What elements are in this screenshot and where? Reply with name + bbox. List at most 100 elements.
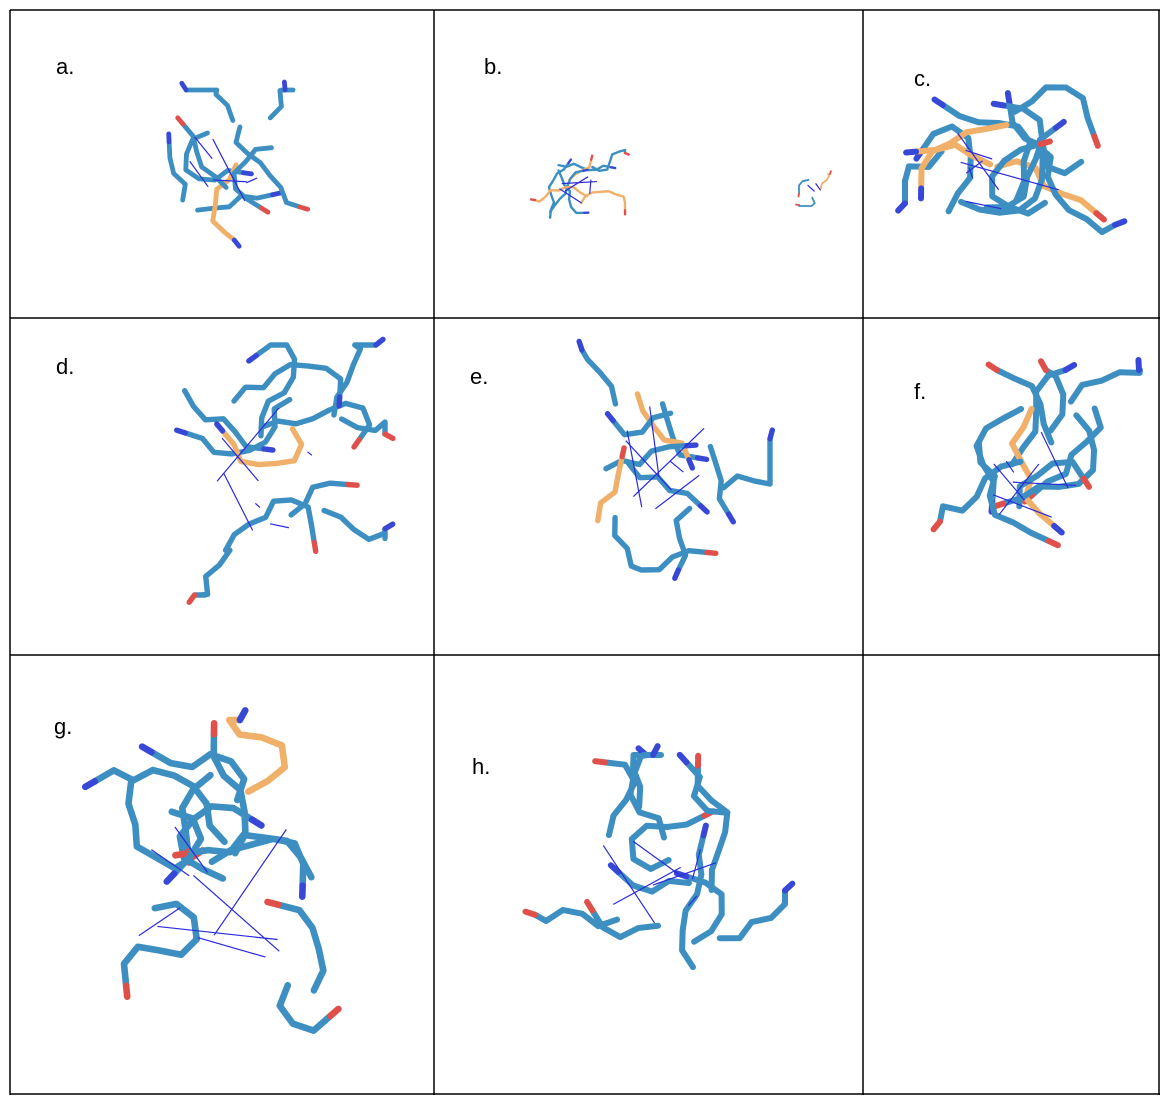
- atom-tip: [376, 339, 383, 345]
- atom-tip: [272, 193, 280, 195]
- molecule-stick: [581, 191, 625, 210]
- panel-label: h.: [472, 754, 490, 779]
- atom-tip: [531, 199, 535, 200]
- atom-tip: [653, 746, 658, 755]
- panel-label: a.: [56, 54, 74, 79]
- atom-tip: [622, 448, 624, 457]
- atom-tip: [770, 430, 772, 439]
- molecules: [85, 82, 1140, 1031]
- interaction-line: [246, 178, 257, 183]
- molecule-stick: [676, 508, 689, 570]
- atom-tip: [591, 156, 592, 160]
- molecule-stick: [724, 439, 770, 488]
- molecule-stick: [195, 550, 230, 595]
- interaction-line: [808, 185, 815, 191]
- atom-tip: [934, 522, 940, 530]
- atom-tip: [796, 204, 799, 205]
- molecule-stick: [710, 447, 728, 515]
- figure: a. b. c. d. e. f. g. h.: [0, 0, 1160, 1095]
- interaction-line: [307, 452, 311, 455]
- table-grid: [10, 10, 1160, 1095]
- atom-tip: [569, 160, 571, 163]
- atom-tip: [608, 414, 614, 421]
- atom-tip: [611, 167, 615, 168]
- panel-label: b.: [484, 54, 502, 79]
- atom-tip: [167, 874, 175, 882]
- panel-label: c.: [914, 66, 931, 91]
- atom-tip: [126, 986, 127, 997]
- molecule-stick: [720, 890, 785, 938]
- atom-tip: [1138, 360, 1139, 370]
- atom-tip: [785, 884, 792, 891]
- atom-tip: [1115, 221, 1124, 225]
- molecule-stick: [280, 985, 330, 1030]
- atom-tip: [217, 424, 223, 431]
- atom-tip: [1096, 213, 1104, 219]
- atom-tip: [264, 449, 273, 450]
- atom-tip: [234, 240, 239, 246]
- atom-tip: [729, 514, 734, 522]
- atom-tip: [1054, 526, 1062, 533]
- interaction-line: [224, 473, 253, 531]
- molecule-stick: [1071, 370, 1140, 402]
- atom-tip: [244, 173, 252, 174]
- atom-tip: [177, 430, 186, 433]
- panel-label: d.: [56, 354, 74, 379]
- atom-tip: [687, 445, 696, 446]
- atom-tip: [354, 440, 359, 447]
- atom-tip: [675, 570, 679, 578]
- atom-tip: [625, 153, 629, 155]
- atom-tip: [994, 104, 1004, 106]
- molecule-stick: [961, 128, 1056, 213]
- atom-tip: [680, 755, 687, 762]
- atom-tip: [348, 485, 357, 486]
- atom-tip: [701, 506, 708, 512]
- interaction-line: [603, 845, 654, 923]
- atom-tip: [906, 152, 916, 153]
- atom-tip: [1041, 361, 1046, 370]
- atom-tip: [830, 171, 831, 174]
- atom-tip: [1008, 93, 1010, 103]
- molecule-stick: [278, 905, 323, 991]
- interaction-line: [270, 524, 289, 528]
- atom-tip: [587, 902, 592, 911]
- interaction-line: [255, 503, 260, 507]
- atom-tip: [707, 552, 716, 553]
- atom-tip: [252, 820, 261, 826]
- atom-tip: [240, 710, 245, 720]
- atom-tip: [249, 356, 256, 361]
- page: a. b. c. d. e. f. g. h. (() => { const d…: [0, 0, 1160, 1095]
- interaction-line: [670, 461, 683, 472]
- atom-tip: [1084, 478, 1090, 486]
- interaction-line: [816, 183, 821, 190]
- atom-tip: [934, 100, 942, 106]
- atom-tip: [182, 83, 186, 90]
- molecule-stick: [632, 816, 705, 869]
- atom-tip: [525, 912, 535, 915]
- molecule-stick: [324, 510, 385, 539]
- atom-tip: [300, 207, 308, 209]
- atom-tip: [385, 434, 393, 438]
- interaction-line: [139, 908, 180, 936]
- molecule-stick: [270, 90, 293, 118]
- panel-label: f.: [914, 379, 926, 404]
- atom-tip: [898, 203, 905, 210]
- atom-tip: [268, 902, 279, 905]
- atom-tip: [989, 365, 997, 370]
- molecule-stick: [535, 910, 617, 926]
- atom-tip: [1066, 365, 1075, 370]
- molecule-stick: [613, 413, 670, 434]
- molecule-stick: [582, 350, 615, 404]
- atom-tip: [1040, 141, 1050, 144]
- molecule-stick: [629, 464, 701, 506]
- atom-tip: [1056, 122, 1064, 128]
- atom-tip: [142, 747, 152, 752]
- molecule-stick: [686, 876, 721, 941]
- molecule-stick: [229, 720, 285, 792]
- molecule-stick: [799, 180, 808, 194]
- atom-tip: [584, 170, 588, 171]
- molecule-stick: [799, 198, 815, 206]
- molecule-stick: [820, 174, 830, 189]
- atom-tip: [579, 341, 582, 350]
- molecule-stick: [124, 904, 197, 986]
